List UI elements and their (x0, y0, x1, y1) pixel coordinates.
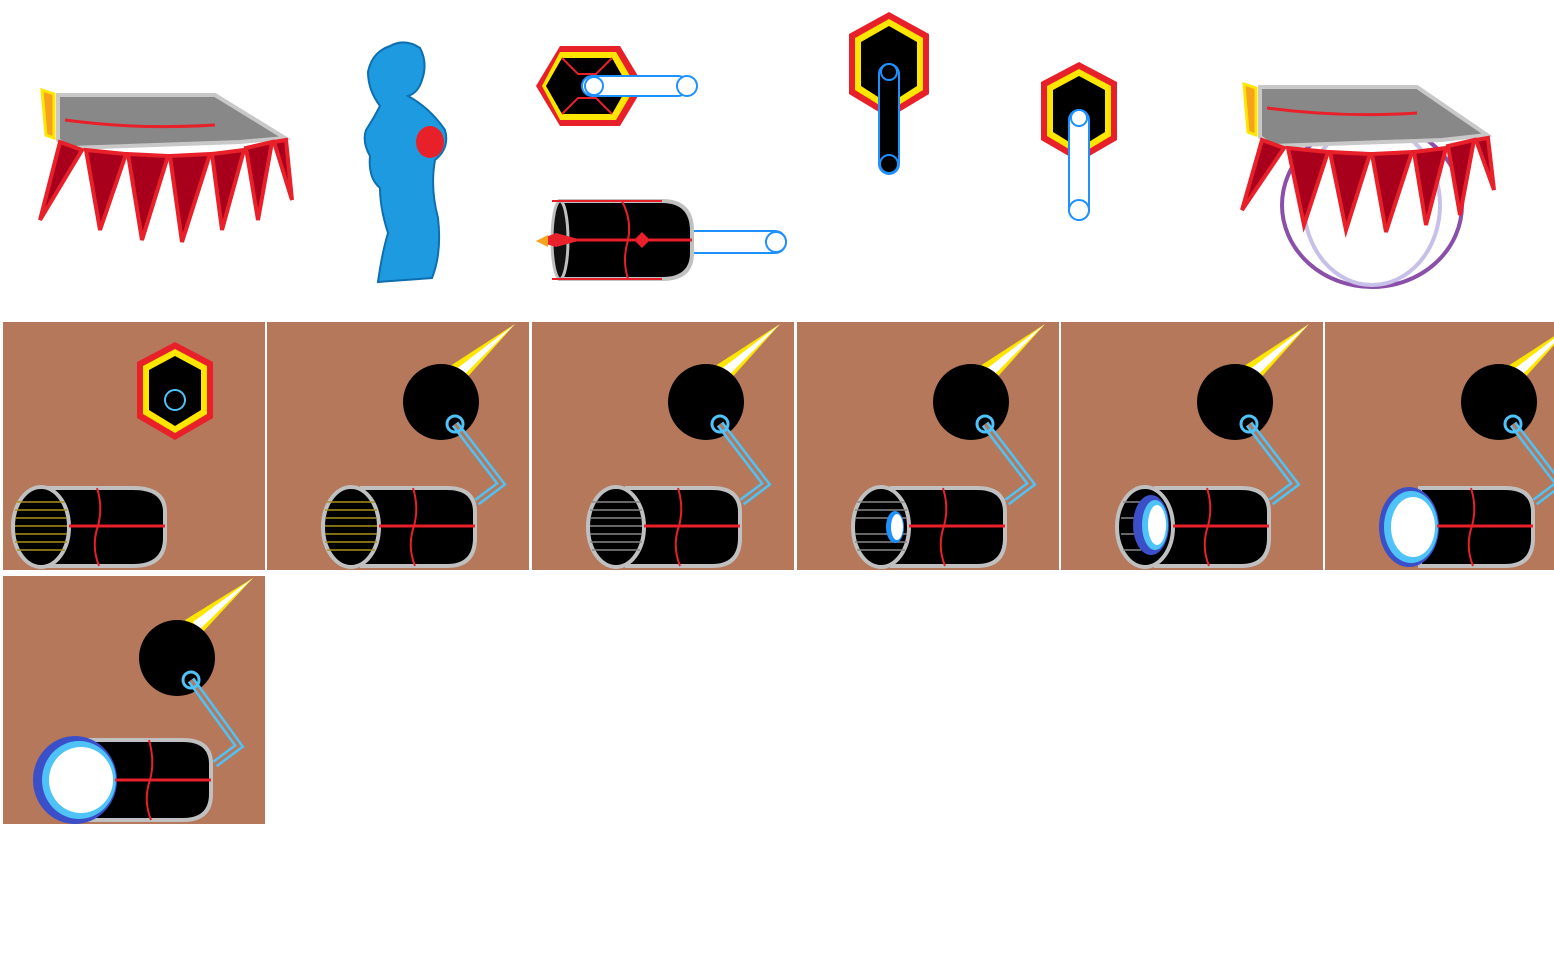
animation-frame-6 (1325, 322, 1554, 570)
hex-core-small-sprite (1035, 60, 1125, 225)
bomb-arm-cannon-icon (851, 324, 1045, 569)
bomb-arm-cannon-icon (33, 578, 253, 824)
animation-frame-3 (532, 322, 794, 570)
spiked-lid-icon (1240, 81, 1496, 289)
hex-core-icon (849, 12, 929, 175)
hex-core-arm-sprite (532, 42, 702, 132)
animation-frame-4 (797, 322, 1059, 570)
bomb-arm-cannon-icon (321, 324, 515, 569)
bomb-arm-cannon-icon (1379, 336, 1554, 568)
animation-frame-2 (267, 322, 529, 570)
animation-frame-7 (3, 576, 265, 824)
hex-core-vertical-sprite (845, 10, 935, 180)
cannon-barrel-sprite (532, 195, 792, 287)
cannon-icon (536, 199, 787, 281)
animation-frame-5 (1061, 322, 1323, 570)
blue-statue-sprite (350, 38, 460, 288)
hex-core-icon (1041, 62, 1117, 221)
bomb-arm-cannon-icon (586, 324, 780, 569)
animation-frame-1 (3, 322, 265, 570)
hex-core-icon (536, 46, 698, 126)
spiked-lid-icon (38, 87, 294, 243)
bomb-arm-cannon-icon (1115, 324, 1309, 569)
spiked-lid-bubble-sprite (1232, 80, 1512, 295)
spiked-lid-sprite (30, 80, 310, 250)
statue-icon (363, 41, 448, 284)
hex-core-cannon-icon (11, 342, 213, 569)
